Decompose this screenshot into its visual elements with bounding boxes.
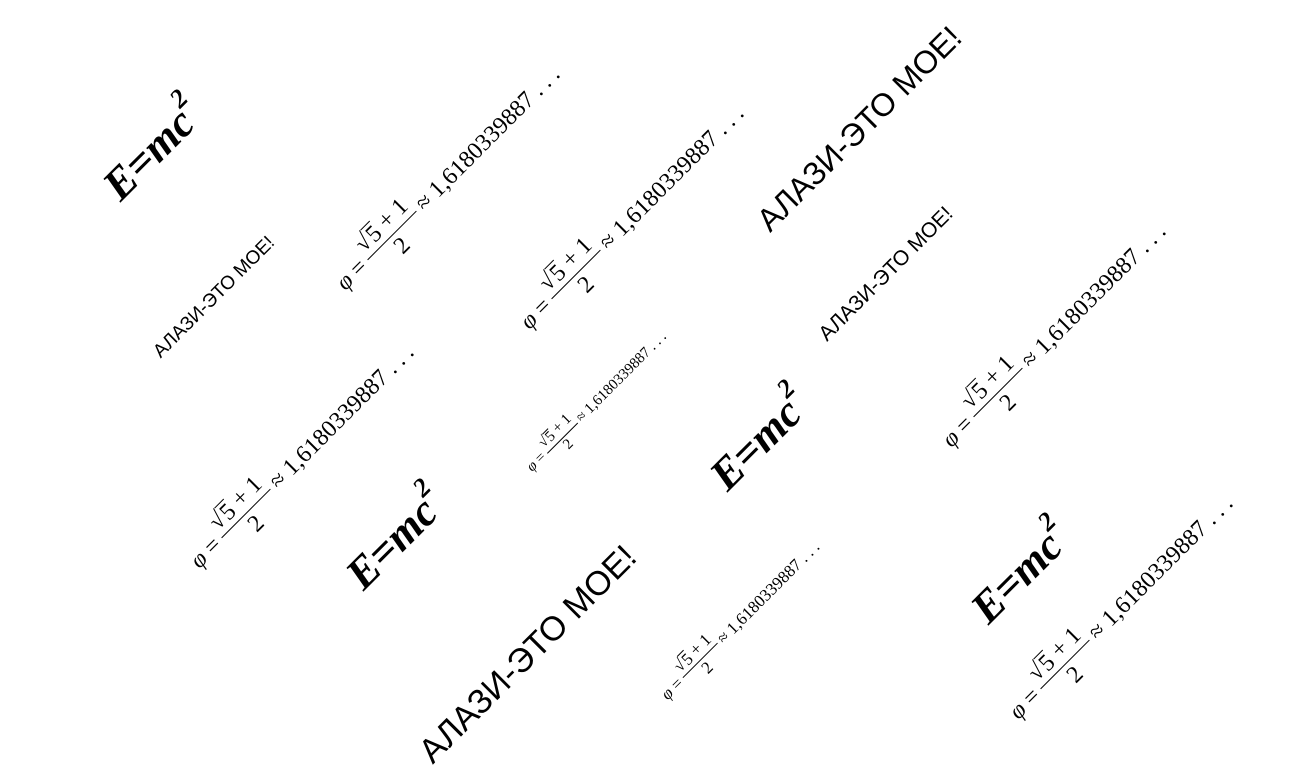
golden-ratio-formula: φ = √ 5 + 1 2 ≈ 1,6180339887 . . . <box>650 530 830 710</box>
einstein-formula: E=mc2 <box>960 506 1080 633</box>
golden-value: 1,6180339887 . . . <box>722 536 824 638</box>
golden-value: 1,6180339887 . . . <box>608 100 750 243</box>
denominator: 2 <box>572 271 600 299</box>
einstein-lhs: E=mc <box>699 388 812 500</box>
slogan-text: АЛАЗИ-ЭТО МОЕ! <box>411 537 645 770</box>
plus-one: + 1 <box>1045 622 1087 664</box>
einstein-lhs: E=mc <box>335 487 448 599</box>
golden-ratio-formula: φ = √ 5 + 1 2 ≈ 1,6180339887 . . . <box>928 209 1181 462</box>
denominator: 2 <box>994 389 1022 417</box>
golden-value: 1,6180339887 . . . <box>424 61 566 204</box>
slogan-text: АЛАЗИ-ЭТО МОЕ! <box>814 202 958 346</box>
denominator: 2 <box>559 435 577 453</box>
denominator: 2 <box>1061 661 1089 689</box>
denominator: 2 <box>242 510 270 538</box>
einstein-lhs: E=mc <box>92 98 205 210</box>
golden-ratio-formula: φ = √ 5 + 1 2 ≈ 1,6180339887 . . . <box>506 91 759 344</box>
denominator: 2 <box>697 657 717 678</box>
einstein-lhs: E=mc <box>960 521 1073 633</box>
golden-ratio-formula: φ = √ 5 + 1 2 ≈ 1,6180339887 . . . <box>995 481 1248 734</box>
einstein-formula: E=mc2 <box>335 472 455 599</box>
plus-one: + 1 <box>372 193 414 235</box>
plus-one: + 1 <box>685 630 716 660</box>
golden-value: 1,6180339887 . . . <box>1030 218 1172 361</box>
einstein-formula: E=mc2 <box>699 373 819 500</box>
einstein-formula: E=mc2 <box>92 83 212 210</box>
plus-one: + 1 <box>556 232 598 274</box>
denominator: 2 <box>388 232 416 260</box>
golden-value: 1,6180339887 . . . <box>581 329 671 418</box>
golden-value: 1,6180339887 . . . <box>278 339 420 482</box>
plus-one: + 1 <box>226 471 268 513</box>
plus-one: + 1 <box>978 350 1020 392</box>
golden-ratio-formula: φ = √ 5 + 1 2 ≈ 1,6180339887 . . . <box>322 52 575 305</box>
golden-ratio-formula: φ = √ 5 + 1 2 ≈ 1,6180339887 . . . <box>518 323 677 482</box>
slogan-text: АЛАЗИ-ЭТО МОЕ! <box>149 232 280 363</box>
slogan-text: АЛАЗИ-ЭТО МОЕ! <box>749 19 969 239</box>
golden-value: 1,6180339887 . . . <box>1097 490 1239 633</box>
plus-one: + 1 <box>549 411 575 437</box>
